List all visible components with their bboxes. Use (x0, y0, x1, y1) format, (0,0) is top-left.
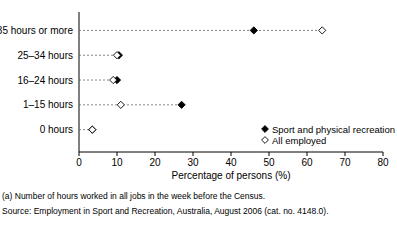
category-label: 25–34 hours (17, 50, 73, 61)
y-axis (79, 12, 80, 152)
point (110, 76, 117, 83)
x-tick (117, 152, 118, 156)
point (319, 27, 326, 34)
category-label: 0 hours (40, 124, 73, 135)
x-tick-label: 10 (111, 157, 123, 168)
x-tick (307, 152, 308, 156)
x-tick (383, 152, 384, 156)
x-tick (231, 152, 232, 156)
legend-marker (262, 126, 269, 133)
category-label: 16–24 hours (17, 75, 73, 86)
category-label: 1–15 hours (23, 99, 73, 110)
x-tick-label: 40 (225, 157, 237, 168)
category-label: 35 hours or more (0, 25, 73, 36)
point (89, 126, 96, 133)
x-tick-label: 0 (76, 157, 82, 168)
chart: 0 10 20 30 40 50 60 70 80 Percentage of persons (… (0, 0, 397, 227)
point (250, 27, 257, 34)
legend-marker (262, 137, 269, 144)
plot-area (79, 27, 326, 133)
x-tick-label: 20 (149, 157, 161, 168)
legend-label: All employed (272, 135, 326, 146)
point (117, 101, 124, 108)
x-axis-title: Percentage of persons (%) (172, 170, 291, 181)
x-tick-label: 30 (187, 157, 199, 168)
x-tick-label: 50 (263, 157, 275, 168)
legend-label: Sport and physical recreation (272, 124, 395, 135)
x-tick (79, 152, 80, 156)
x-tick-label: 80 (377, 157, 389, 168)
x-tick (155, 152, 156, 156)
x-tick-label: 60 (301, 157, 313, 168)
x-tick-label: 70 (339, 157, 351, 168)
x-tick (269, 152, 270, 156)
point (113, 52, 120, 59)
connector (79, 30, 322, 31)
x-tick (345, 152, 346, 156)
annotation: Source: Employment in Sport and Recreati… (2, 206, 329, 216)
point (178, 101, 185, 108)
annotation: (a) Number of hours worked in all jobs i… (2, 191, 265, 201)
point (89, 126, 96, 133)
connector (79, 104, 182, 105)
x-tick (193, 152, 194, 156)
